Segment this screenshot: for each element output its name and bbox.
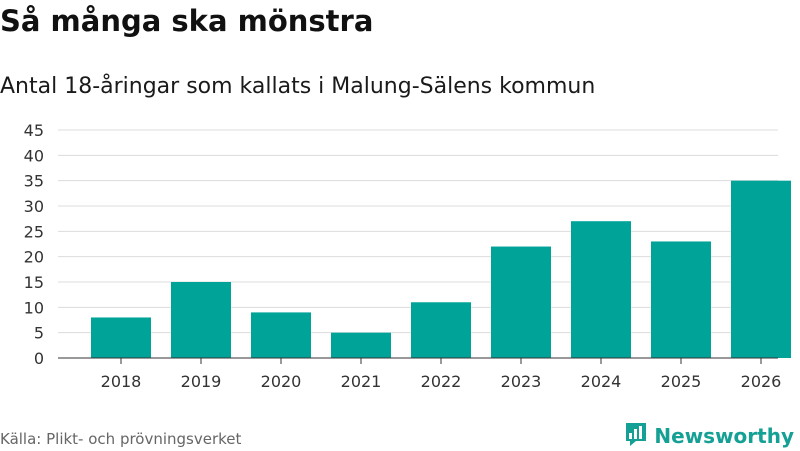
- y-tick-label: 15: [24, 273, 44, 292]
- bar-2022: [411, 302, 471, 358]
- x-tick-label: 2024: [581, 372, 622, 391]
- y-tick-label: 45: [24, 121, 44, 140]
- source-note: Källa: Plikt- och prövningsverket: [0, 430, 242, 448]
- bar-2019: [171, 282, 231, 358]
- x-tick-label: 2022: [421, 372, 462, 391]
- bar-2026: [731, 180, 791, 358]
- y-tick-label: 35: [24, 172, 44, 191]
- bar-2024: [571, 221, 631, 358]
- x-tick-label: 2019: [181, 372, 222, 391]
- y-tick-label: 10: [24, 298, 44, 317]
- y-tick-label: 25: [24, 222, 44, 241]
- bar-chart-logo-icon: [624, 421, 648, 451]
- x-tick-label: 2026: [741, 372, 782, 391]
- y-tick-label: 20: [24, 248, 44, 267]
- bar-2023: [491, 246, 551, 358]
- x-tick-label: 2018: [101, 372, 142, 391]
- bar-2025: [651, 241, 711, 358]
- bar-2021: [331, 332, 391, 358]
- bar-2020: [251, 312, 311, 358]
- x-tick-label: 2021: [341, 372, 382, 391]
- y-tick-label: 5: [34, 324, 44, 343]
- y-tick-label: 30: [24, 197, 44, 216]
- x-axis-ticks: 2018 2019 2020 2021 2022 2023 2024 2025 2026: [101, 358, 782, 391]
- chart-title: Så många ska mönstra: [0, 4, 374, 38]
- bars: [91, 180, 791, 358]
- brand-name: Newsworthy: [654, 424, 794, 448]
- bar-2018: [91, 317, 151, 358]
- brand-logo: Newsworthy: [624, 421, 794, 451]
- x-tick-label: 2020: [261, 372, 302, 391]
- x-tick-label: 2025: [661, 372, 702, 391]
- y-tick-label: 0: [34, 349, 44, 368]
- chart-subtitle: Antal 18-åringar som kallats i Malung-Sä…: [0, 74, 596, 99]
- y-tick-label: 40: [24, 146, 44, 165]
- y-axis-ticks: 0 5 10 15 20 25 30 35 40 45: [24, 121, 44, 368]
- x-tick-label: 2023: [501, 372, 542, 391]
